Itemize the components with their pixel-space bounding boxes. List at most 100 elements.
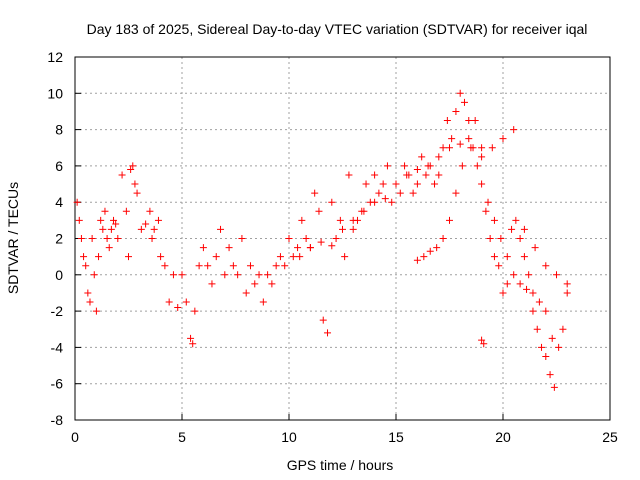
data-point [131,180,139,188]
data-point [73,198,81,206]
x-tick-label: 20 [495,429,511,445]
data-point [311,189,319,197]
data-point [478,336,486,344]
data-point [465,117,473,125]
data-point [542,352,550,360]
data-point [246,262,254,270]
data-point [409,189,417,197]
data-point [317,238,325,246]
data-point [446,216,453,224]
data-point [349,216,357,224]
x-tick-label: 5 [178,429,186,445]
x-tick-label: 25 [602,429,618,445]
data-point [465,135,473,143]
data-point [431,180,439,188]
data-point [510,126,518,134]
y-tick-label: 12 [47,49,63,65]
data-point [137,225,145,233]
data-point [520,253,528,261]
data-point [418,153,426,161]
data-point [182,298,190,306]
data-point [174,303,182,311]
data-point [161,262,169,270]
data-point [488,144,496,152]
data-point [324,329,332,337]
data-point [550,383,558,391]
data-point [195,262,203,270]
data-point [520,225,528,233]
data-point [84,289,92,297]
y-tick-label: 10 [47,85,63,101]
data-point [242,289,250,297]
chart-title: Day 183 of 2025, Sidereal Day-to-day VTE… [87,21,588,37]
data-point [169,271,177,279]
data-point [118,171,126,179]
data-point [529,307,537,315]
data-point [296,253,304,261]
data-point [105,244,113,252]
data-point [388,198,396,206]
data-point [542,262,550,270]
data-point [75,216,83,224]
data-point [212,253,220,261]
data-point [199,244,207,252]
data-point [458,162,466,170]
data-point [251,280,259,288]
data-point [234,271,242,279]
data-point [336,216,344,224]
data-point [294,244,302,252]
data-point [531,244,539,252]
data-point [446,144,453,152]
data-point [259,298,267,306]
data-point [563,280,571,288]
series-SDTVAR-c [413,117,556,342]
y-tick-label: 6 [55,158,63,174]
data-point [272,262,280,270]
data-point [490,216,498,224]
data-point [523,285,531,293]
data-point [255,271,263,279]
data-point [112,220,120,228]
data-point [553,271,560,279]
y-tick-label: 0 [55,267,63,283]
data-point [122,207,130,215]
data-point [529,289,537,297]
data-point [178,271,186,279]
data-point [546,371,554,379]
y-tick-label: 2 [55,231,63,247]
data-point [225,244,233,252]
data-point [238,235,246,242]
data-point [221,271,229,279]
data-point [187,334,195,342]
data-point [497,235,505,242]
data-point [285,235,293,242]
data-point [204,262,212,270]
data-point [555,343,563,351]
data-point [107,225,115,233]
data-point [101,207,109,215]
data-marks [73,89,571,391]
data-point [379,180,387,188]
data-point [92,307,100,315]
data-point [516,280,524,288]
x-axis: 0 5 10 15 20 25 [71,414,618,445]
data-point [217,225,225,233]
data-point [439,144,447,152]
y-tick-label: -4 [51,339,64,355]
data-point [319,316,327,324]
data-point [341,253,349,261]
data-point [125,253,132,261]
data-point [103,235,111,242]
data-point [360,207,368,215]
data-point [503,253,511,261]
data-point [433,244,441,252]
data-point [559,325,567,333]
data-point [452,189,460,197]
data-point [484,198,492,206]
data-point [191,307,199,315]
y-axis: -8 -6 -4 -2 0 2 4 6 8 10 12 [47,49,81,428]
data-point [95,253,103,261]
data-point [339,225,346,233]
data-point [499,289,507,297]
data-point [448,135,456,143]
